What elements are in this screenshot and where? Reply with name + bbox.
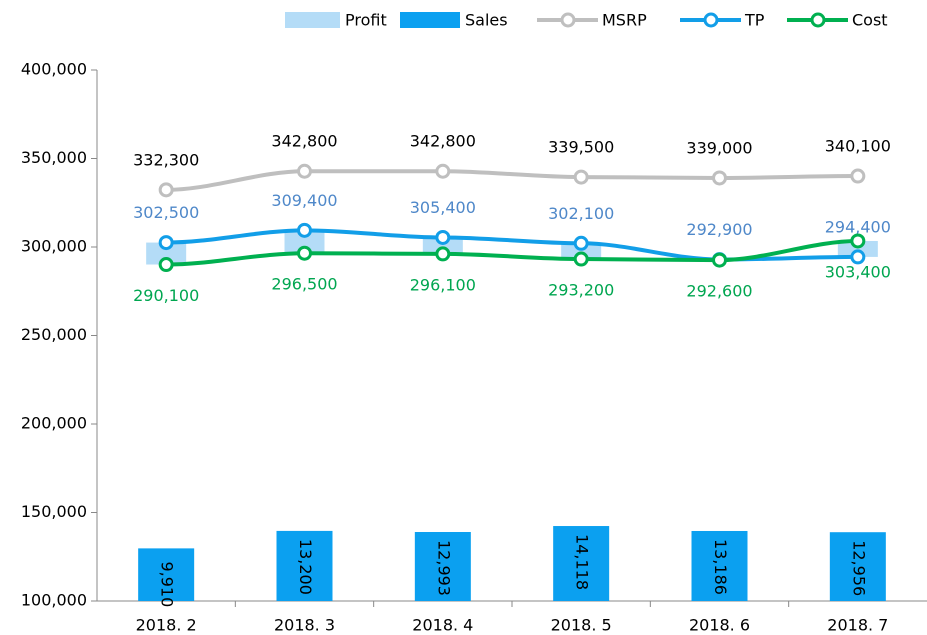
value-label: 305,400	[410, 198, 476, 217]
legend-label: Cost	[852, 11, 888, 30]
point	[712, 170, 727, 186]
sales-bar	[414, 532, 471, 601]
value-label: 309,400	[271, 191, 337, 210]
sales-bar	[553, 526, 610, 601]
value-label: 296,500	[271, 275, 337, 294]
legend-swatch	[400, 12, 460, 28]
profit-bar	[422, 237, 463, 254]
point	[158, 257, 174, 273]
legend-label: Sales	[465, 11, 508, 30]
point	[297, 163, 312, 179]
value-label: 302,500	[133, 203, 199, 222]
series-line	[166, 169, 858, 192]
value-label: 332,300	[133, 150, 199, 169]
y-tick-label: 200,000	[21, 414, 87, 433]
value-label: 339,000	[686, 138, 752, 157]
x-tick-label: 2018. 4	[412, 616, 473, 635]
point	[573, 235, 589, 251]
point	[573, 251, 589, 267]
value-label: 296,100	[410, 275, 476, 294]
y-tick-label: 250,000	[21, 325, 87, 344]
sales-label: 14,118	[573, 534, 592, 590]
series-line	[166, 238, 858, 267]
profit-bar	[284, 230, 325, 254]
profit-bar	[561, 243, 602, 260]
point	[850, 233, 866, 249]
point	[158, 182, 174, 198]
sales-bar	[829, 532, 886, 601]
sales-bar	[138, 548, 195, 601]
value-label: 292,900	[686, 220, 752, 239]
value-label: 302,100	[548, 204, 614, 223]
x-tick-label: 2018. 2	[136, 616, 197, 635]
sales-label: 13,200	[296, 539, 315, 595]
legend-swatch	[285, 12, 340, 28]
legend-swatch	[560, 12, 576, 28]
legend-label: TP	[744, 11, 765, 30]
value-label: 294,400	[825, 217, 891, 236]
x-tick-label: 2018. 3	[274, 616, 335, 635]
sales-bar	[276, 530, 333, 601]
legend-label: Profit	[345, 11, 387, 30]
profit-bar	[146, 242, 187, 265]
legend-swatch	[703, 12, 719, 28]
value-label: 290,100	[133, 286, 199, 305]
sales-label: 9,910	[158, 561, 177, 607]
point	[850, 249, 866, 265]
point	[297, 245, 312, 261]
point	[158, 235, 174, 251]
point	[712, 252, 727, 268]
point	[573, 169, 589, 185]
x-tick-label: 2018. 6	[689, 616, 750, 635]
profit-bar	[837, 240, 878, 257]
value-label: 293,200	[548, 281, 614, 300]
value-label: 292,600	[686, 282, 752, 301]
point	[435, 229, 451, 245]
sales-bar	[691, 530, 748, 601]
value-label: 340,100	[825, 137, 891, 156]
sales-label: 12,993	[434, 540, 453, 596]
y-tick-label: 100,000	[21, 591, 87, 610]
point	[850, 168, 866, 184]
y-tick-label: 150,000	[21, 502, 87, 521]
x-tick-label: 2018. 7	[827, 616, 888, 635]
legend-label: MSRP	[602, 11, 647, 30]
value-label: 339,500	[548, 138, 614, 157]
legend-swatch	[810, 12, 826, 28]
x-tick-label: 2018. 5	[551, 616, 612, 635]
value-label: 342,800	[410, 132, 476, 151]
point	[435, 246, 451, 262]
y-tick-label: 350,000	[21, 148, 87, 167]
point	[435, 163, 451, 179]
value-label: 342,800	[271, 132, 337, 151]
sales-label: 13,186	[711, 539, 730, 595]
point	[297, 222, 312, 238]
value-label: 303,400	[825, 262, 891, 281]
sales-label: 12,956	[849, 540, 868, 596]
y-tick-label: 300,000	[21, 237, 87, 256]
y-tick-label: 400,000	[21, 60, 87, 79]
